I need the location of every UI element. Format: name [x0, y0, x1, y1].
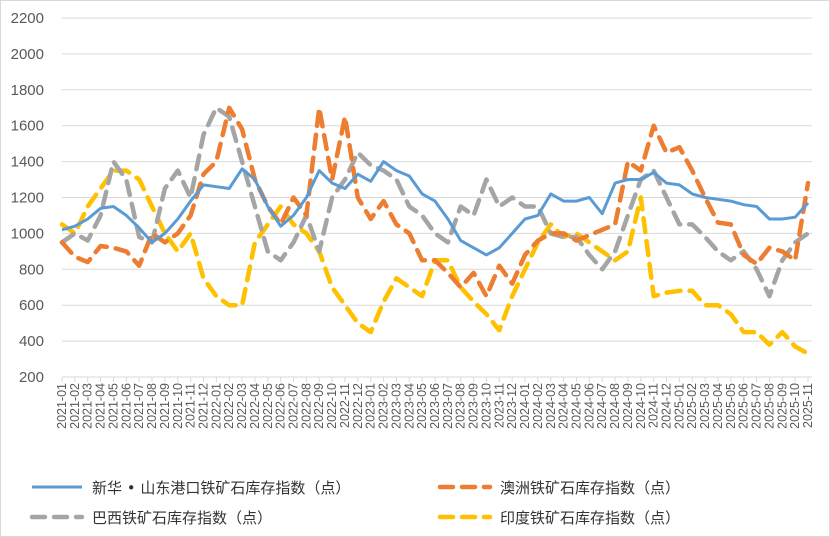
x-tick-label: 2022-11 [338, 383, 352, 428]
x-tick-label: 2021-01 [55, 383, 69, 429]
x-tick-label: 2023-03 [389, 383, 403, 429]
x-tick-label: 2024-11 [647, 383, 661, 428]
x-tick-label: 2022-06 [274, 383, 288, 429]
x-tick-label: 2025-05 [724, 383, 738, 429]
x-tick-label: 2023-08 [454, 383, 468, 429]
x-tick-label: 2025-10 [788, 383, 802, 429]
x-tick-label: 2024-04 [557, 383, 571, 429]
x-tick-label: 2022-04 [248, 383, 262, 429]
x-tick-label: 2024-03 [544, 383, 558, 429]
y-tick-label: 600 [19, 297, 44, 314]
x-tick-label: 2021-02 [68, 383, 82, 429]
x-tick-label: 2022-09 [312, 383, 326, 429]
x-tick-label: 2021-05 [106, 383, 120, 429]
x-tick-label: 2022-08 [299, 383, 313, 429]
x-tick-label: 2024-02 [531, 383, 545, 429]
y-tick-label: 1200 [11, 190, 44, 207]
y-tick-label: 1600 [11, 118, 44, 135]
legend-label-1: 澳洲铁矿石库存指数（点） [500, 479, 680, 497]
x-tick-label: 2025-07 [750, 383, 764, 429]
x-tick-label: 2023-04 [402, 383, 416, 429]
x-tick-label: 2025-11 [801, 383, 815, 428]
x-tick-label: 2021-08 [145, 383, 159, 429]
y-tick-label: 800 [19, 261, 44, 278]
legend-label-0: 新华 • 山东港口铁矿石库存指数（点） [92, 479, 350, 497]
x-tick-label: 2025-02 [685, 383, 699, 429]
x-tick-label: 2023-01 [364, 383, 378, 429]
x-tick-label: 2021-09 [158, 383, 172, 429]
x-tick-label: 2021-10 [171, 383, 185, 429]
x-tick-label: 2023-07 [441, 383, 455, 429]
x-tick-label: 2021-06 [119, 383, 133, 429]
y-tick-label: 400 [19, 333, 44, 350]
x-tick-label: 2022-03 [235, 383, 249, 429]
x-tick-label: 2023-02 [377, 383, 391, 429]
x-tick-label: 2024-12 [660, 383, 674, 429]
x-tick-label: 2024-06 [582, 383, 596, 429]
x-tick-label: 2021-07 [132, 383, 146, 429]
x-tick-label: 2022-01 [209, 383, 223, 429]
x-tick-label: 2024-01 [518, 383, 532, 429]
x-tick-label: 2024-07 [595, 383, 609, 429]
x-tick-label: 2022-10 [325, 383, 339, 429]
x-tick-label: 2025-03 [698, 383, 712, 429]
legend-label-3: 印度铁矿石库存指数（点） [500, 509, 680, 527]
y-tick-label: 1400 [11, 154, 44, 171]
x-tick-label: 2023-05 [415, 383, 429, 429]
x-tick-label: 2024-05 [569, 383, 583, 429]
y-tick-label: 200 [19, 369, 44, 386]
y-tick-label: 2000 [11, 46, 44, 63]
y-tick-label: 1800 [11, 82, 44, 99]
y-tick-label: 2200 [11, 10, 44, 27]
y-tick-label: 1000 [11, 225, 44, 242]
x-tick-label: 2023-06 [428, 383, 442, 429]
series-line-2 [59, 105, 811, 299]
x-tick-label: 2022-02 [222, 383, 236, 429]
x-tick-label: 2025-01 [672, 383, 686, 429]
x-tick-label: 2025-08 [762, 383, 776, 429]
x-tick-label: 2025-06 [737, 383, 751, 429]
x-tick-label: 2022-12 [351, 383, 365, 429]
x-tick-label: 2023-10 [479, 383, 493, 429]
x-tick-label: 2021-11 [184, 383, 198, 428]
x-tick-label: 2023-09 [467, 383, 481, 429]
x-tick-label: 2023-12 [505, 383, 519, 429]
x-tick-label: 2025-09 [775, 383, 789, 429]
x-tick-label: 2021-12 [196, 383, 210, 429]
x-tick-label: 2023-11 [492, 383, 506, 428]
x-tick-label: 2022-05 [261, 383, 275, 429]
x-tick-label: 2021-03 [81, 383, 95, 429]
x-tick-label: 2025-04 [711, 383, 725, 429]
legend-label-2: 巴西铁矿石库存指数（点） [92, 509, 272, 527]
x-tick-label: 2022-07 [287, 383, 301, 429]
x-tick-label: 2024-10 [634, 383, 648, 429]
x-tick-label: 2024-08 [608, 383, 622, 429]
x-tick-label: 2024-09 [621, 383, 635, 429]
x-tick-label: 2021-04 [94, 383, 108, 429]
